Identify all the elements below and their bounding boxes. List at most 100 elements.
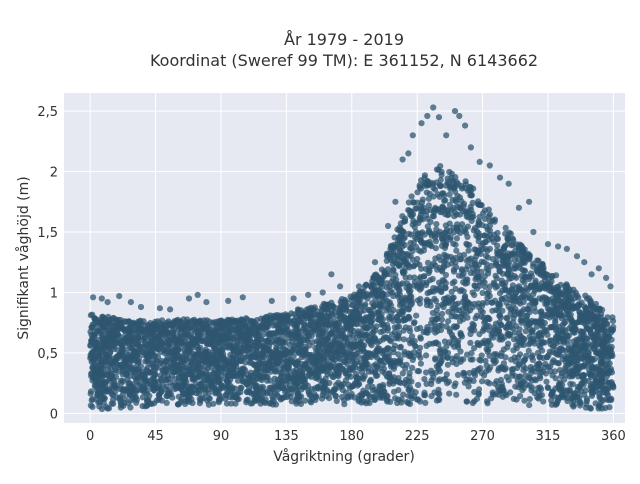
data-point: [570, 329, 576, 335]
data-point: [445, 175, 451, 181]
data-point: [564, 356, 570, 362]
data-point: [434, 307, 440, 313]
data-point: [549, 273, 555, 279]
data-point: [336, 340, 342, 346]
data-point: [492, 381, 498, 387]
data-point: [391, 366, 397, 372]
data-point: [505, 331, 511, 337]
data-point: [127, 404, 133, 410]
data-point: [100, 338, 106, 344]
data-point: [583, 387, 589, 393]
data-point: [350, 365, 356, 371]
data-point: [364, 326, 370, 332]
data-point: [386, 370, 392, 376]
data-point: [496, 268, 502, 274]
data-point: [465, 309, 471, 315]
data-point: [202, 349, 208, 355]
data-point: [147, 341, 153, 347]
data-point: [425, 260, 431, 266]
data-point: [466, 248, 472, 254]
data-point: [322, 302, 328, 308]
data-point: [151, 377, 157, 383]
data-point: [223, 322, 229, 328]
data-point: [374, 364, 380, 370]
data-point: [483, 368, 489, 374]
data-point: [436, 280, 442, 286]
data-point: [537, 384, 543, 390]
data-point: [436, 231, 442, 237]
data-point: [395, 387, 401, 393]
data-point: [416, 352, 422, 358]
data-point: [125, 352, 131, 358]
data-point: [556, 287, 562, 293]
data-point: [121, 327, 127, 333]
data-point: [582, 345, 588, 351]
data-point: [502, 295, 508, 301]
data-point: [471, 292, 477, 298]
data-point: [242, 323, 248, 329]
data-point: [206, 329, 212, 335]
data-point: [473, 262, 479, 268]
data-point: [334, 327, 340, 333]
data-point: [251, 391, 257, 397]
data-point: [511, 336, 517, 342]
data-point: [189, 384, 195, 390]
data-point: [299, 370, 305, 376]
data-point: [402, 216, 408, 222]
data-point: [415, 396, 421, 402]
data-point: [320, 379, 326, 385]
data-point: [609, 314, 615, 320]
data-point: [272, 340, 278, 346]
data-point: [437, 182, 443, 188]
data-point: [356, 396, 362, 402]
data-point: [430, 374, 436, 380]
data-point: [538, 263, 544, 269]
data-point: [443, 280, 449, 286]
data-point: [426, 196, 432, 202]
data-point: [464, 258, 470, 264]
data-point: [115, 325, 121, 331]
data-point: [490, 334, 496, 340]
data-point: [557, 346, 563, 352]
data-point: [371, 394, 377, 400]
data-point: [276, 322, 282, 328]
data-point: [284, 377, 290, 383]
data-point: [388, 359, 394, 365]
data-point: [451, 205, 457, 211]
data-point: [368, 319, 374, 325]
data-point: [563, 283, 569, 289]
data-point: [390, 346, 396, 352]
data-point: [547, 341, 553, 347]
data-point: [359, 362, 365, 368]
data-point: [291, 368, 297, 374]
data-point: [398, 399, 404, 405]
data-point: [201, 378, 207, 384]
data-point: [420, 197, 426, 203]
data-point: [523, 312, 529, 318]
data-point: [459, 266, 465, 272]
data-point: [96, 403, 102, 409]
data-point: [317, 311, 323, 317]
data-point: [540, 294, 546, 300]
data-point: [583, 401, 589, 407]
data-point: [416, 247, 422, 253]
data-point: [395, 262, 401, 268]
data-point: [501, 346, 507, 352]
data-point: [582, 293, 588, 299]
data-point: [522, 274, 528, 280]
data-point: [408, 293, 414, 299]
data-point: [543, 379, 549, 385]
data-point: [430, 213, 436, 219]
data-point: [182, 380, 188, 386]
data-point: [610, 324, 616, 330]
data-point: [467, 376, 473, 382]
data-point: [502, 284, 508, 290]
data-point: [569, 373, 575, 379]
data-point: [491, 232, 497, 238]
data-point: [88, 391, 94, 397]
data-point: [526, 402, 532, 408]
data-point: [498, 388, 504, 394]
data-point: [545, 305, 551, 311]
data-point: [430, 276, 436, 282]
data-point: [326, 347, 332, 353]
